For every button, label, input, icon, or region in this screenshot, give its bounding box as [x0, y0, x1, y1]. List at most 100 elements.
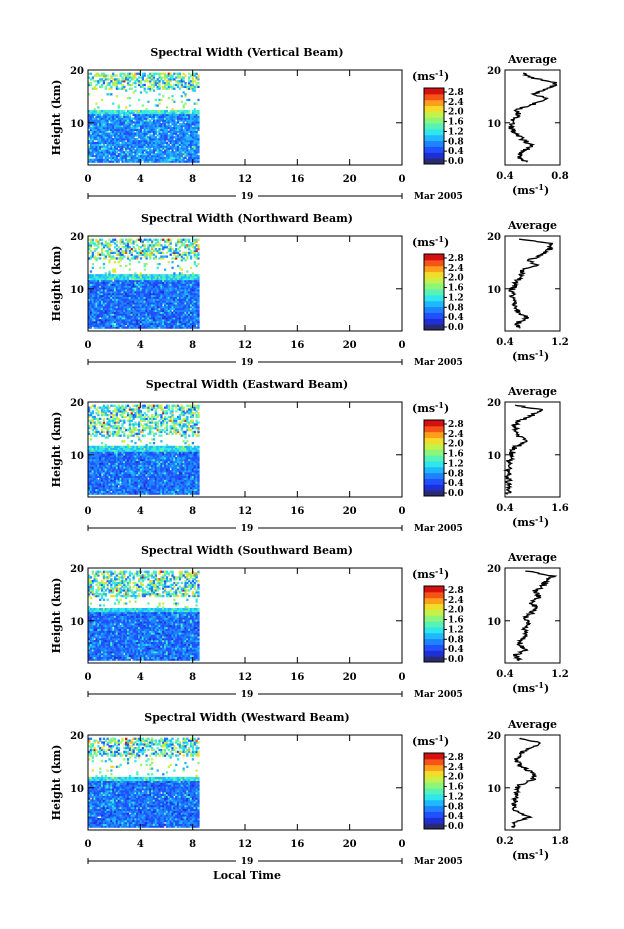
heatmap-cell — [88, 130, 91, 133]
heatmap-cell — [125, 128, 128, 131]
heatmap-cell — [182, 145, 185, 148]
heatmap-cell — [169, 134, 172, 137]
heatmap-cell — [186, 283, 189, 286]
heatmap-cell — [171, 307, 174, 311]
heatmap-cell — [169, 141, 172, 145]
heatmap-cell — [158, 279, 161, 283]
heatmap-cell — [113, 326, 117, 329]
heatmap-cell — [99, 143, 102, 146]
heatmap-cell — [197, 475, 200, 478]
heatmap-cell — [125, 158, 128, 161]
heatmap-cell — [141, 156, 144, 160]
heatmap-cell — [130, 158, 133, 161]
heatmap-cell — [108, 132, 111, 135]
heatmap-cell — [171, 126, 174, 130]
heatmap-cell — [128, 149, 132, 152]
heatmap-cell — [138, 490, 141, 493]
heatmap-cell — [162, 85, 165, 88]
heatmap-cell — [186, 289, 189, 292]
heatmap-cell — [100, 253, 104, 256]
heatmap-cell — [113, 160, 117, 163]
heatmap-cell — [171, 85, 174, 88]
heatmap-cell — [97, 130, 100, 133]
heatmap-cell — [149, 477, 152, 480]
heatmap-cell — [163, 160, 167, 163]
heatmap-cell — [195, 81, 198, 85]
heatmap-cell — [180, 287, 183, 290]
heatmap-cell — [128, 268, 132, 271]
heatmap-cell — [100, 242, 104, 245]
heatmap-cell — [180, 134, 183, 137]
heatmap-cell — [186, 151, 189, 154]
heatmap-cell — [195, 117, 198, 120]
heatmap-cell — [123, 490, 126, 493]
heatmap-cell — [89, 145, 93, 148]
heatmap-cell — [154, 132, 157, 135]
heatmap-cell — [100, 123, 104, 126]
heatmap-cell — [147, 313, 150, 316]
heatmap-cell — [184, 481, 187, 484]
heatmap-cell — [188, 87, 191, 90]
heatmap-cell — [195, 294, 198, 297]
heatmap-cell — [180, 290, 183, 294]
heatmap-cell — [110, 134, 113, 137]
heatmap-cell — [134, 285, 137, 288]
heatmap-cell — [121, 492, 124, 495]
heatmap-cell — [162, 80, 165, 83]
heatmap-cell — [141, 313, 144, 316]
heatmap-cell — [108, 292, 111, 296]
heatmap-cell — [165, 128, 169, 131]
heatmap-cell — [160, 471, 163, 475]
heatmap-cell — [139, 490, 143, 493]
heatmap-cell — [149, 485, 152, 488]
heatmap-cell — [195, 322, 198, 326]
heatmap-cell — [189, 307, 193, 311]
heatmap-cell — [169, 240, 172, 243]
heatmap-cell — [112, 486, 115, 490]
heatmap-cell — [167, 160, 170, 163]
heatmap-cell — [119, 145, 122, 148]
heatmap-cell — [97, 322, 100, 326]
heatmap-cell — [139, 292, 143, 296]
heatmap-cell — [113, 74, 117, 77]
heatmap-cell — [139, 151, 143, 154]
heatmap-cell — [119, 473, 122, 477]
heatmap-cell — [121, 151, 124, 154]
heatmap-cell — [143, 268, 146, 271]
heatmap-cell — [188, 281, 191, 284]
heatmap-cell — [145, 485, 148, 488]
heatmap-cell — [147, 281, 150, 284]
heatmap-cell — [104, 249, 107, 253]
heatmap-cell — [130, 492, 133, 495]
heatmap-cell — [191, 298, 195, 301]
heatmap-cell — [156, 488, 159, 492]
heatmap-cell — [151, 294, 154, 297]
heatmap-cell — [195, 141, 198, 145]
heatmap-cell — [169, 300, 172, 303]
heatmap-cell — [88, 246, 91, 249]
heatmap-cell — [102, 319, 106, 322]
heatmap-cell — [143, 289, 146, 292]
heatmap-cell — [121, 298, 124, 301]
heatmap-cell — [176, 317, 180, 320]
heatmap-cell — [197, 149, 200, 152]
heatmap-cell — [126, 111, 130, 115]
heatmap-cell — [95, 136, 98, 139]
heatmap-cell — [102, 481, 106, 484]
heatmap-cell — [145, 134, 148, 137]
heatmap-cell — [191, 153, 195, 156]
heatmap-cell — [99, 315, 102, 318]
heatmap-cell — [138, 154, 141, 158]
heatmap-cell — [130, 238, 133, 241]
heatmap-cell — [113, 80, 117, 83]
heatmap-cell — [88, 160, 91, 163]
heatmap-cell — [119, 130, 122, 133]
heatmap-cell — [102, 475, 106, 478]
heatmap-cell — [121, 274, 124, 277]
heatmap-cell — [132, 492, 135, 495]
heatmap-cell — [136, 141, 139, 145]
heatmap-cell — [126, 139, 130, 143]
heatmap-cell — [195, 136, 198, 139]
heatmap-cell — [99, 481, 102, 484]
heatmap-cell — [189, 492, 193, 495]
